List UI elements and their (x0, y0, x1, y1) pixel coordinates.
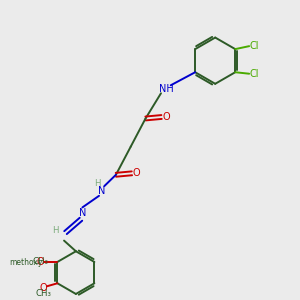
Text: CH₃: CH₃ (36, 289, 52, 298)
Text: NH: NH (159, 84, 174, 94)
Text: O: O (163, 112, 170, 122)
Text: O: O (40, 283, 47, 293)
Text: N: N (98, 185, 105, 196)
Text: methoxy: methoxy (9, 258, 42, 267)
Text: O: O (37, 257, 44, 267)
Text: Cl: Cl (250, 69, 259, 79)
Text: CH₃: CH₃ (33, 257, 49, 266)
Text: N: N (79, 208, 86, 218)
Text: O: O (133, 168, 140, 178)
Text: H: H (52, 226, 59, 235)
Text: H: H (94, 179, 101, 188)
Text: Cl: Cl (250, 41, 259, 51)
